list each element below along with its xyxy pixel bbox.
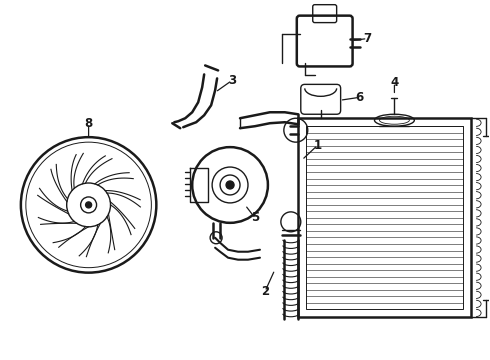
Text: 8: 8 [84,117,93,130]
Text: 5: 5 [251,211,259,224]
Bar [306,126,463,310]
Text: 6: 6 [355,91,364,104]
Text: 1: 1 [314,139,322,152]
Circle shape [86,202,92,208]
Text: 4: 4 [391,76,398,89]
Text: 7: 7 [364,32,371,45]
Circle shape [226,181,234,189]
Text: 2: 2 [261,285,269,298]
Text: 3: 3 [228,74,236,87]
Bar [298,118,471,318]
